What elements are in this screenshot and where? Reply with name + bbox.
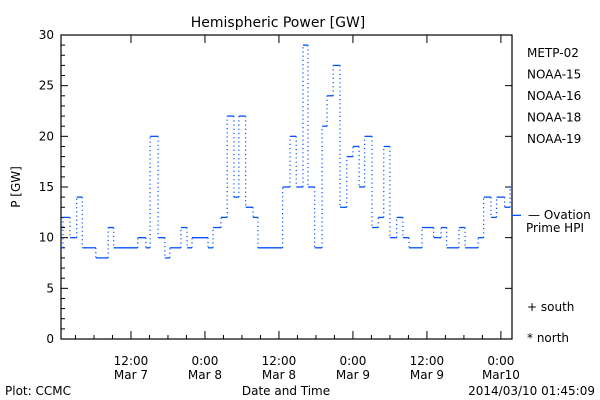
- y-tick-label: 0: [46, 332, 54, 346]
- x-tick-time-label: 12:00: [114, 354, 149, 368]
- ovation-label-line2: Prime HPI: [526, 221, 584, 235]
- legend-entry-metp-02: METP-02: [527, 46, 579, 60]
- legend-entry-noaa-19: NOAA-19: [527, 132, 581, 146]
- south-marker-legend: + south: [527, 300, 574, 314]
- plot-credit: Plot: CCMC: [5, 384, 71, 398]
- x-tick-date-label: Mar 9: [336, 368, 370, 382]
- y-tick-label: 20: [39, 129, 54, 143]
- chart-title: Hemispheric Power [GW]: [191, 15, 366, 31]
- legend-entry-noaa-18: NOAA-18: [527, 111, 581, 125]
- x-tick-time-label: 0:00: [339, 354, 366, 368]
- y-tick-label: 5: [46, 281, 54, 295]
- legend-entry-noaa-16: NOAA-16: [527, 89, 581, 103]
- y-tick-label: 25: [39, 79, 54, 93]
- x-tick-time-label: 0:00: [191, 354, 218, 368]
- x-axis-label: Date and Time: [242, 384, 330, 398]
- plot-timestamp: 2014/03/10 01:45:09: [468, 384, 595, 398]
- y-axis-label: P [GW]: [9, 166, 23, 208]
- x-tick-date-label: Mar 8: [262, 368, 296, 382]
- x-tick-date-label: Mar 8: [188, 368, 222, 382]
- y-tick-label: 10: [39, 231, 54, 245]
- x-tick-date-label: Mar10: [482, 368, 520, 382]
- x-tick-date-label: Mar 9: [410, 368, 444, 382]
- north-marker-legend: * north: [527, 331, 569, 345]
- x-tick-date-label: Mar 7: [114, 368, 148, 382]
- x-tick-time-label: 12:00: [262, 354, 297, 368]
- y-tick-label: 15: [39, 180, 54, 194]
- y-tick-label: 30: [39, 28, 54, 42]
- ovation-label-line1: — Ovation: [528, 208, 591, 222]
- x-tick-time-label: 0:00: [487, 354, 514, 368]
- legend-entry-noaa-15: NOAA-15: [527, 68, 581, 82]
- x-tick-time-label: 12:00: [410, 354, 445, 368]
